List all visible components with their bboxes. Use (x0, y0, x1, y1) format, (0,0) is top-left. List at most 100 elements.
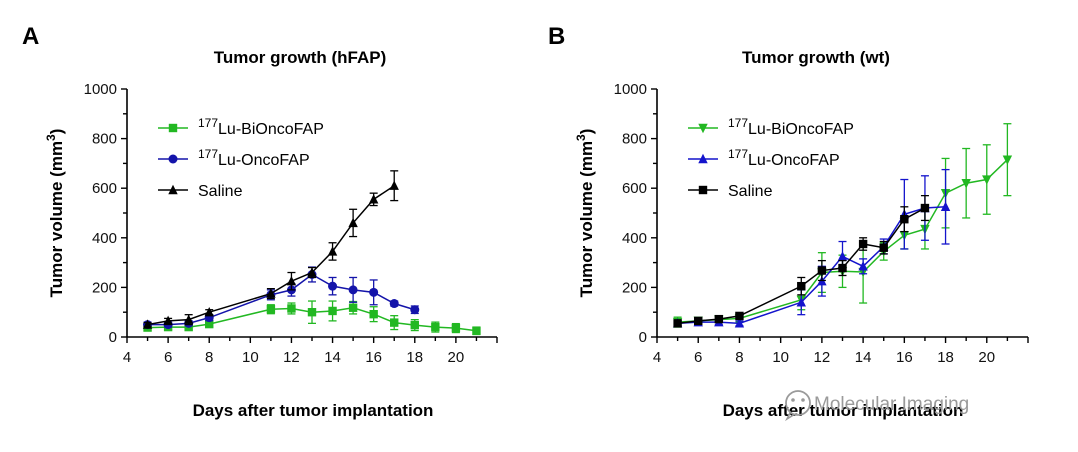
series-lu-bioncofap (672, 123, 1013, 328)
series-lu-bioncofap (143, 300, 481, 336)
x-tick-label: 8 (735, 349, 743, 366)
legend-marker (168, 184, 178, 195)
x-tick-label: 6 (694, 349, 702, 366)
data-point (348, 217, 358, 228)
data-point (348, 303, 358, 312)
y-tick-label: 0 (109, 329, 117, 346)
legend-item-lu-bioncofap: 177Lu-BiOncoFAP (688, 116, 854, 138)
data-point (796, 297, 806, 307)
data-point (879, 243, 888, 252)
y-tick-label: 600 (92, 180, 117, 197)
x-tick-label: 16 (896, 349, 913, 366)
x-tick-label: 6 (164, 349, 172, 366)
data-point (838, 263, 847, 273)
data-point (348, 285, 358, 295)
x-tick-label: 18 (406, 349, 423, 366)
x-tick-label: 20 (978, 349, 995, 366)
x-tick-label: 10 (772, 349, 789, 366)
series-line (677, 206, 946, 325)
data-point (940, 201, 951, 211)
legend-label: 177Lu-OncoFAP (198, 147, 310, 169)
data-point (714, 314, 724, 324)
data-point (205, 319, 214, 329)
legend-marker (698, 185, 708, 195)
legend-label: 177Lu-BiOncoFAP (728, 116, 854, 138)
data-point (1002, 155, 1013, 165)
data-point (837, 251, 848, 261)
data-point (287, 304, 296, 313)
data-point (817, 266, 827, 275)
legend-marker (168, 123, 178, 133)
legend-label: Saline (728, 183, 773, 200)
series-saline (142, 170, 399, 329)
series-saline (673, 194, 930, 328)
data-point (390, 318, 399, 327)
data-point (920, 203, 930, 213)
x-tick-label: 12 (283, 349, 300, 366)
data-point (735, 311, 744, 321)
legend-label: 177Lu-OncoFAP (728, 147, 840, 169)
panel-letter: A (22, 23, 39, 50)
chart-title: Tumor growth (wt) (742, 48, 890, 67)
y-axis-title: Tumor volume (mm3) (44, 129, 66, 298)
legend-item-saline: Saline (688, 183, 773, 200)
data-point (410, 305, 420, 315)
data-point (307, 267, 317, 277)
data-point (900, 215, 909, 224)
y-tick-label: 400 (622, 230, 647, 247)
x-tick-label: 14 (324, 349, 341, 366)
data-point (410, 320, 419, 330)
data-point (328, 281, 338, 291)
y-axis-title: Tumor volume (mm3) (574, 129, 596, 298)
data-point (858, 261, 868, 271)
legend-label: Saline (198, 183, 243, 200)
y-tick-label: 0 (639, 329, 647, 346)
x-axis-title: Days after tumor implantation (193, 401, 434, 420)
data-point (797, 281, 806, 291)
x-tick-label: 10 (242, 349, 259, 366)
x-tick-label: 12 (814, 349, 831, 366)
data-point (389, 180, 399, 190)
x-tick-label: 18 (937, 349, 954, 366)
data-point (694, 316, 703, 326)
x-tick-label: 4 (653, 349, 661, 366)
data-point (328, 306, 337, 316)
data-point (266, 288, 276, 298)
y-tick-label: 400 (92, 230, 117, 247)
y-tick-label: 800 (622, 131, 647, 148)
x-tick-label: 8 (205, 349, 213, 366)
data-point (204, 307, 214, 317)
panel-letter: B (548, 23, 565, 50)
data-point (673, 319, 682, 328)
legend-item-lu-oncofap: 177Lu-OncoFAP (158, 147, 310, 169)
data-point (982, 175, 992, 185)
y-tick-label: 600 (622, 180, 647, 197)
x-tick-label: 16 (365, 349, 382, 366)
legend-marker (698, 153, 708, 164)
data-point (307, 308, 317, 317)
data-point (389, 299, 399, 309)
watermark: Molecular Imaging (785, 390, 969, 422)
data-point (286, 276, 297, 286)
y-tick-label: 1000 (84, 81, 117, 98)
y-tick-label: 800 (92, 131, 117, 148)
data-point (368, 194, 379, 204)
legend-label: 177Lu-BiOncoFAP (198, 116, 324, 138)
data-point (369, 287, 379, 297)
y-tick-label: 1000 (614, 81, 647, 98)
data-point (431, 322, 440, 332)
data-point (369, 309, 378, 319)
y-tick-label: 200 (622, 279, 647, 296)
x-axis-title: Days after tumor implantation (723, 401, 964, 420)
data-point (163, 315, 173, 326)
wechat-icon (785, 390, 811, 422)
series-lu-oncofap (672, 168, 951, 328)
data-point (142, 319, 153, 329)
data-point (266, 305, 276, 314)
data-point (734, 318, 745, 328)
y-tick-label: 200 (92, 279, 117, 296)
x-tick-label: 20 (448, 349, 465, 366)
